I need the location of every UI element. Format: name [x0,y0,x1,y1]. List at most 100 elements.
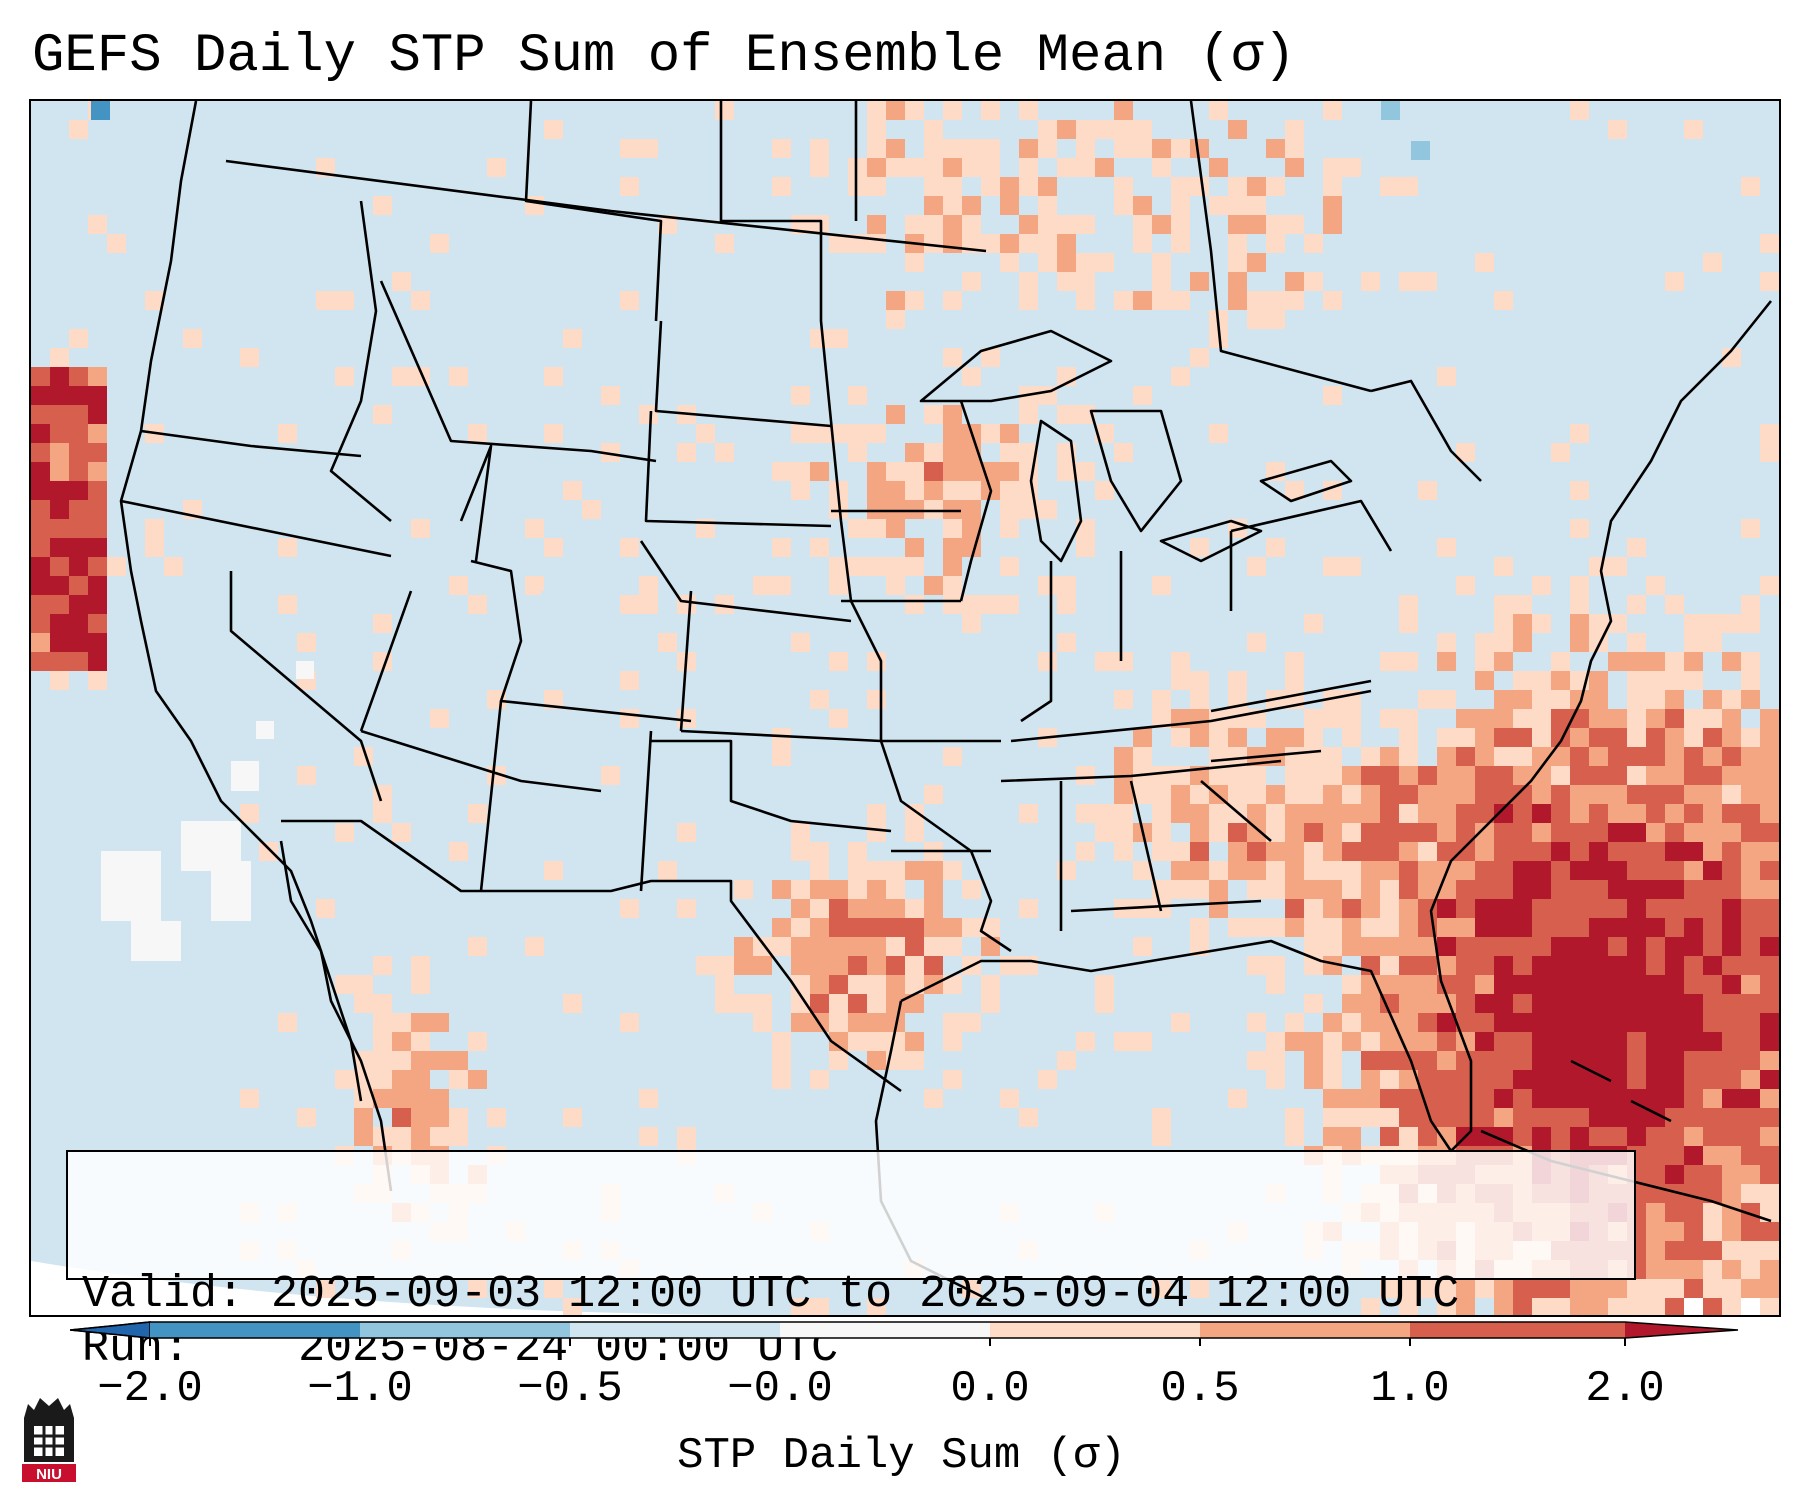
anomaly-cell [924,443,943,462]
anomaly-cell [1475,652,1494,671]
anomaly-cell [1703,1108,1722,1127]
anomaly-cell [1399,823,1418,842]
anomaly-cell [1684,614,1703,633]
anomaly-cell [1665,1298,1684,1315]
anomaly-cell [1703,1260,1722,1279]
anomaly-cell [1437,804,1456,823]
anomaly-cell [1361,861,1380,880]
anomaly-cell [1589,1051,1608,1070]
anomaly-cell [1513,709,1532,728]
anomaly-cell [1361,1089,1380,1108]
anomaly-cell [1323,937,1342,956]
anomaly-cell [1228,196,1247,215]
anomaly-cell [905,215,924,234]
anomaly-cell [1114,804,1133,823]
anomaly-cell [1741,519,1760,538]
anomaly-cell [449,842,468,861]
anomaly-cell [848,557,867,576]
anomaly-cell [1380,1070,1399,1089]
anomaly-cell [867,861,886,880]
anomaly-cell [1646,728,1665,747]
anomaly-cell [1551,766,1570,785]
anomaly-cell [677,709,696,728]
anomaly-cell [1361,1070,1380,1089]
anomaly-cell [1684,956,1703,975]
anomaly-cell [544,861,563,880]
anomaly-cell [88,443,107,462]
canada-us-border [225,159,987,253]
state-line-new-england [1370,379,1482,482]
anomaly-cell [1703,1051,1722,1070]
anomaly-cell [1437,1032,1456,1051]
valid-run-info-box: Valid: 2025-09-03 12:00 UTC to 2025-09-0… [66,1150,1636,1374]
anomaly-cell [962,538,981,557]
anomaly-cell [544,538,563,557]
anomaly-cell [1532,823,1551,842]
anomaly-cell [1114,101,1133,120]
anomaly-cell [1437,785,1456,804]
anomaly-cell [1741,671,1760,690]
anomaly-cell [1760,937,1779,956]
state-line-ky-tn [1010,689,1372,743]
anomaly-cell [1589,861,1608,880]
anomaly-cell [1551,823,1570,842]
anomaly-cell [1342,937,1361,956]
anomaly-cell [1646,766,1665,785]
gulf-coastline [900,300,1773,1153]
anomaly-cell [943,538,962,557]
anomaly-cell [1437,747,1456,766]
anomaly-cell [1551,956,1570,975]
anomaly-cell [50,386,69,405]
anomaly-cell [1646,1260,1665,1279]
anomaly-cell [69,443,88,462]
anomaly-cell [1570,1032,1589,1051]
anomaly-cell [1304,1032,1323,1051]
anomaly-cell [981,234,1000,253]
anomaly-cell [981,994,1000,1013]
anomaly-cell [1114,842,1133,861]
anomaly-cell [1703,956,1722,975]
anomaly-cell [848,918,867,937]
anomaly-cell [1361,823,1380,842]
anomaly-cell [411,1070,430,1089]
anomaly-cell [1741,1089,1760,1108]
anomaly-cell [810,842,829,861]
anomaly-cell [1532,1051,1551,1070]
anomaly-cell [1760,1146,1779,1165]
anomaly-cell [1741,1184,1760,1203]
anomaly-cell [1760,1260,1779,1279]
anomaly-cell [1171,785,1190,804]
anomaly-cell [1665,880,1684,899]
anomaly-cell [867,177,886,196]
anomaly-cell [1342,158,1361,177]
anomaly-cell [1190,139,1209,158]
anomaly-cell [1323,842,1342,861]
anomaly-cell [1494,747,1513,766]
anomaly-cell [867,120,886,139]
anomaly-cell [1038,120,1057,139]
stp-map-panel[interactable] [29,99,1781,1317]
anomaly-cell [1627,652,1646,671]
anomaly-cell [867,462,886,481]
anomaly-cell [1646,918,1665,937]
anomaly-cell [1380,766,1399,785]
anomaly-cell [1152,823,1171,842]
anomaly-cell [411,1108,430,1127]
colorbar-tick-label: −2.0 [97,1364,203,1414]
anomaly-cell [1665,709,1684,728]
anomaly-cell [1665,1108,1684,1127]
anomaly-cell [924,937,943,956]
anomaly-cell [810,937,829,956]
anomaly-cell [1494,918,1513,937]
anomaly-cell [1304,1070,1323,1089]
anomaly-cell [1760,1127,1779,1146]
anomaly-cell [31,576,50,595]
anomaly-cell [867,823,886,842]
anomaly-cell [1475,766,1494,785]
anomaly-cell [1684,728,1703,747]
anomaly-cell [1722,861,1741,880]
anomaly-cell [373,614,392,633]
state-line-nv-ut [359,590,413,732]
anomaly-cell [924,880,943,899]
anomaly-cell [1760,880,1779,899]
